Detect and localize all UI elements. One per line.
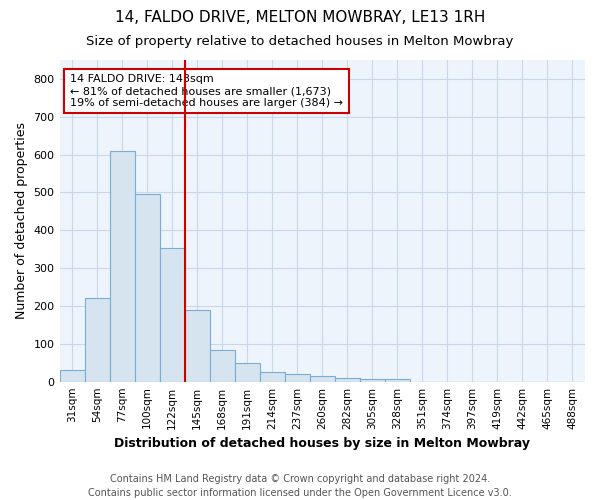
Text: Size of property relative to detached houses in Melton Mowbray: Size of property relative to detached ho… bbox=[86, 35, 514, 48]
Bar bbox=[110, 151, 134, 382]
Bar bbox=[260, 372, 285, 382]
Bar bbox=[285, 374, 310, 382]
X-axis label: Distribution of detached houses by size in Melton Mowbray: Distribution of detached houses by size … bbox=[114, 437, 530, 450]
Bar bbox=[310, 376, 335, 382]
Bar bbox=[160, 248, 185, 382]
Bar bbox=[59, 370, 85, 382]
Bar bbox=[385, 378, 410, 382]
Text: 14 FALDO DRIVE: 143sqm
← 81% of detached houses are smaller (1,673)
19% of semi-: 14 FALDO DRIVE: 143sqm ← 81% of detached… bbox=[70, 74, 343, 108]
Bar bbox=[85, 298, 110, 382]
Bar bbox=[360, 378, 385, 382]
Bar bbox=[134, 194, 160, 382]
Bar bbox=[185, 310, 209, 382]
Bar bbox=[209, 350, 235, 382]
Text: Contains HM Land Registry data © Crown copyright and database right 2024.
Contai: Contains HM Land Registry data © Crown c… bbox=[88, 474, 512, 498]
Bar bbox=[235, 363, 260, 382]
Y-axis label: Number of detached properties: Number of detached properties bbox=[15, 122, 28, 320]
Text: 14, FALDO DRIVE, MELTON MOWBRAY, LE13 1RH: 14, FALDO DRIVE, MELTON MOWBRAY, LE13 1R… bbox=[115, 10, 485, 25]
Bar bbox=[335, 378, 360, 382]
